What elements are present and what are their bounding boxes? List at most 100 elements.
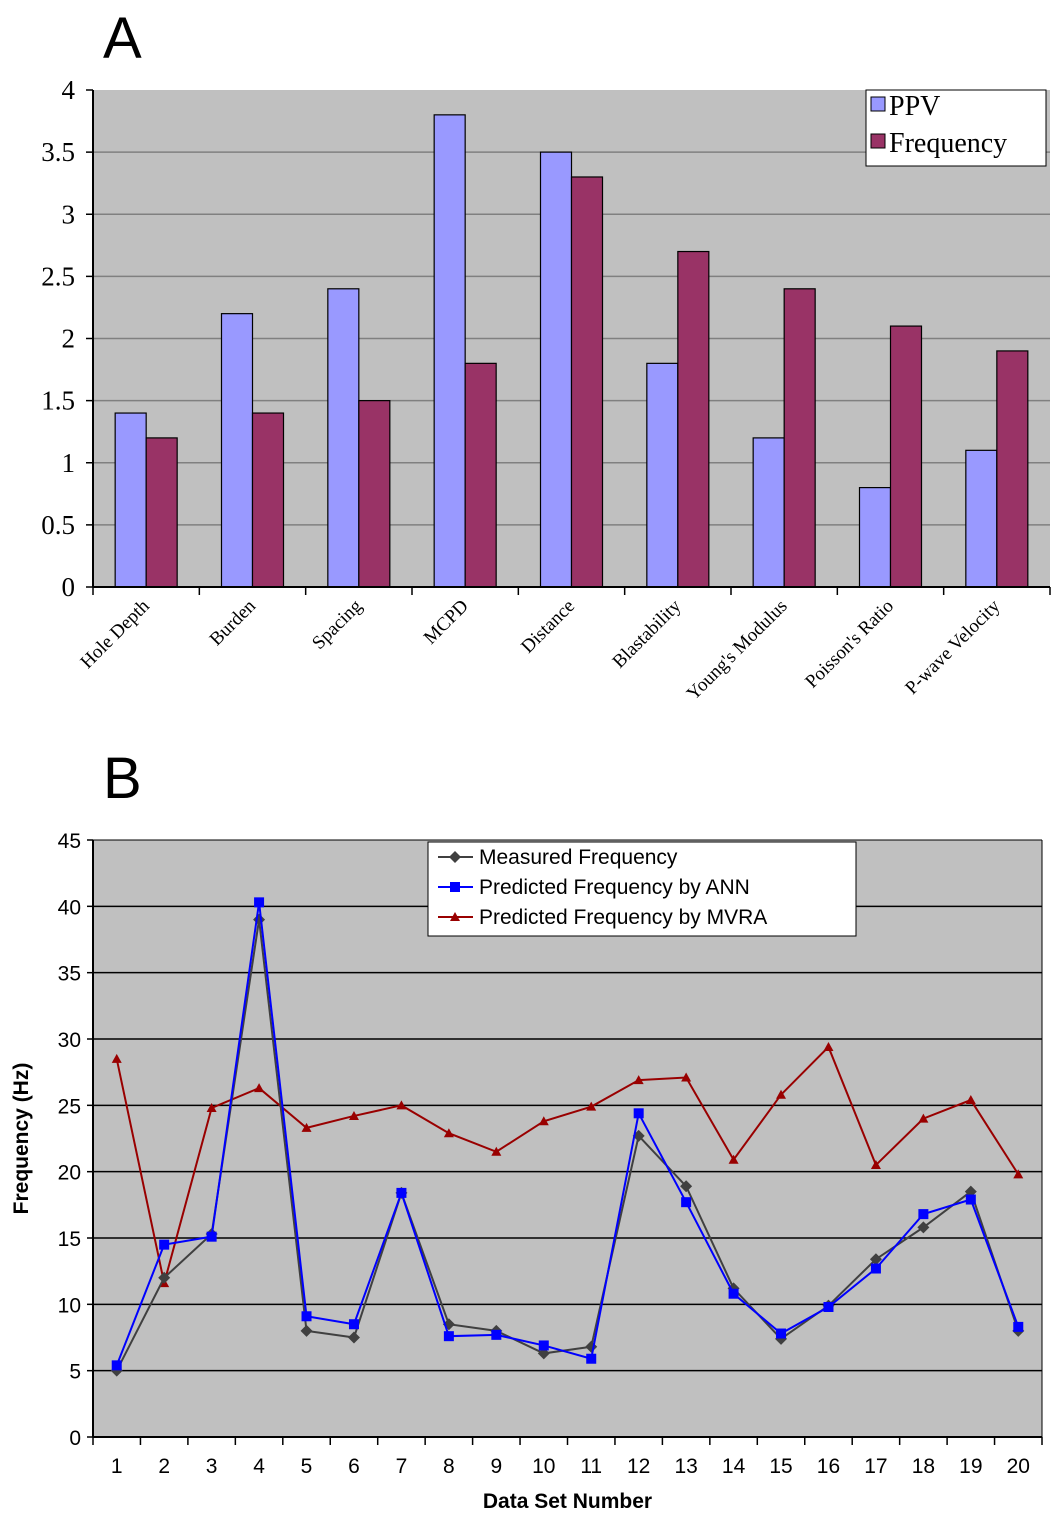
chart-a-bar-frequency: [145, 437, 178, 588]
chart-b-point-measured: [347, 1331, 360, 1344]
chart-b-point-ann: [823, 1301, 834, 1312]
chart-b-point-measured: [300, 1324, 313, 1337]
chart-b-point-mvra: [491, 1146, 502, 1156]
chart-a-bar-ppv: [858, 487, 892, 588]
chart-b-xtick-label: 11: [580, 1455, 602, 1478]
chart-b-point-measured: [680, 1180, 693, 1193]
chart-b-point-ann: [586, 1353, 597, 1364]
chart-b-point-ann: [1013, 1321, 1024, 1332]
chart-b-point-measured: [869, 1253, 882, 1266]
chart-b-point-ann: [681, 1197, 692, 1208]
chart-b-ytick-label: 5: [69, 1361, 81, 1384]
chart-b-xtick-label: 18: [912, 1455, 935, 1478]
chart-b-point-mvra: [348, 1110, 359, 1120]
chart-b-point-mvra: [586, 1101, 597, 1111]
chart-b-ytick-label: 40: [58, 896, 81, 919]
chart-b-point-ann: [491, 1329, 502, 1340]
chart-a-bar-frequency: [251, 412, 285, 588]
chart-b-point-measured: [917, 1221, 930, 1234]
chart-a-category-label: MCPD: [420, 596, 473, 649]
chart-a-category-label: P-wave Velocity: [901, 595, 1004, 698]
chart-b-ytick-label: 25: [58, 1095, 81, 1118]
chart-b-xtick-label: 1: [111, 1455, 123, 1478]
chart-a-bar-ppv: [965, 449, 998, 588]
chart-b-point-ann: [301, 1311, 312, 1322]
chart-b-legend-marker-mvra: [450, 912, 460, 921]
chart-a-bar-frequency: [996, 350, 1029, 588]
chart-b-legend-marker-ann: [450, 882, 460, 892]
chart-b-xtick-label: 6: [348, 1455, 360, 1478]
chart-a-ytick-label: 0.5: [41, 510, 75, 540]
chart-b-point-mvra: [681, 1072, 692, 1082]
chart-a-bar-ppv: [433, 114, 466, 588]
chart-b-legend-label: Measured Frequency: [479, 846, 678, 869]
chart-b-point-ann: [206, 1231, 217, 1242]
chart-b-point-mvra: [870, 1160, 881, 1170]
chart-b-xtick-label: 16: [817, 1455, 840, 1478]
chart-a-category-label: Blastability: [609, 595, 686, 672]
chart-b-ytick-label: 0: [69, 1427, 81, 1450]
chart-a-ytick-label: 0: [62, 572, 76, 602]
chart-b-point-mvra: [254, 1083, 265, 1093]
chart-b-legend: Measured Frequency Predicted Frequency by…: [427, 841, 857, 937]
chart-a-category-label: Spacing: [308, 595, 366, 653]
chart-b-point-mvra: [301, 1122, 312, 1132]
chart-a-bar-ppv: [646, 362, 679, 588]
chart-a-ytick-label: 4: [62, 75, 76, 105]
chart-b-point-ann: [918, 1209, 929, 1220]
chart-b-legend-label: Predicted Frequency by ANN: [479, 876, 750, 899]
chart-b-point-mvra: [728, 1154, 739, 1164]
chart-b-point-mvra: [396, 1100, 407, 1110]
chart-b-line-mvra: [115, 1045, 1020, 1284]
chart-a-bar-frequency: [677, 250, 710, 588]
chart-b-xtick-label: 4: [253, 1455, 265, 1478]
chart-b-legend-box: [427, 841, 857, 937]
chart-a-bar-ppv: [327, 288, 360, 588]
chart-a-category-label: Burden: [206, 595, 261, 650]
chart-b-xtick-label: 19: [959, 1455, 982, 1478]
chart-a-category-label: Young's Modulus: [683, 596, 792, 705]
chart-b-point-mvra: [823, 1041, 834, 1051]
chart-a-legend-swatch: [870, 133, 886, 149]
chart-b-point-measured: [158, 1271, 171, 1284]
chart-a-bar-ppv: [220, 313, 254, 588]
chart-b-xtick-label: 8: [443, 1455, 455, 1478]
chart-b-line-ann: [115, 902, 1020, 1366]
chart-a-bar-ppv: [752, 437, 785, 588]
chart-b-y-axis-title: Frequency (Hz): [10, 1063, 33, 1215]
chart-a-legend-swatch: [870, 96, 886, 112]
chart-b-point-ann: [443, 1331, 454, 1342]
chart-a-bar-ppv: [539, 151, 573, 588]
chart-a-ytick-label: 3.5: [41, 137, 75, 167]
chart-b-point-ann: [111, 1360, 122, 1371]
chart-b-ytick-label: 10: [58, 1294, 81, 1317]
chart-b-point-mvra: [776, 1089, 787, 1099]
chart-b-point-mvra: [1013, 1169, 1024, 1179]
panel-a-label: A: [103, 6, 142, 71]
chart-b-point-mvra: [633, 1075, 644, 1085]
chart-b-xtick-label: 2: [158, 1455, 170, 1478]
chart-b-xtick-label: 14: [722, 1455, 746, 1478]
chart-a-legend-label: PPV: [889, 91, 940, 122]
chart-a-legend-box: [865, 89, 1047, 167]
chart-b-xtick-label: 7: [396, 1455, 408, 1478]
chart-b-xtick-label: 5: [301, 1455, 313, 1478]
chart-b-point-ann: [348, 1319, 359, 1330]
chart-b-point-ann: [870, 1263, 881, 1274]
chart-a-ytick-label: 3: [62, 199, 76, 229]
chart-a-category-label: Distance: [517, 596, 579, 658]
chart-a-ytick-label: 1.5: [41, 386, 75, 416]
chart-a-ytick-label: 2: [62, 324, 76, 354]
chart-b-legend-label: Predicted Frequency by MVRA: [479, 906, 767, 929]
chart-b-x-axis-title: Data Set Number: [483, 1490, 652, 1513]
chart-a-ytick-label: 2.5: [41, 261, 75, 291]
chart-a-bar-frequency: [783, 288, 816, 588]
chart-b-point-mvra: [111, 1053, 122, 1063]
panel-b-label: B: [103, 746, 142, 811]
chart-b-series-ann: [111, 897, 1024, 1371]
chart-b-point-mvra: [206, 1102, 217, 1112]
chart-b-ytick-label: 20: [58, 1162, 81, 1185]
chart-b-xtick-label: 9: [490, 1455, 502, 1478]
